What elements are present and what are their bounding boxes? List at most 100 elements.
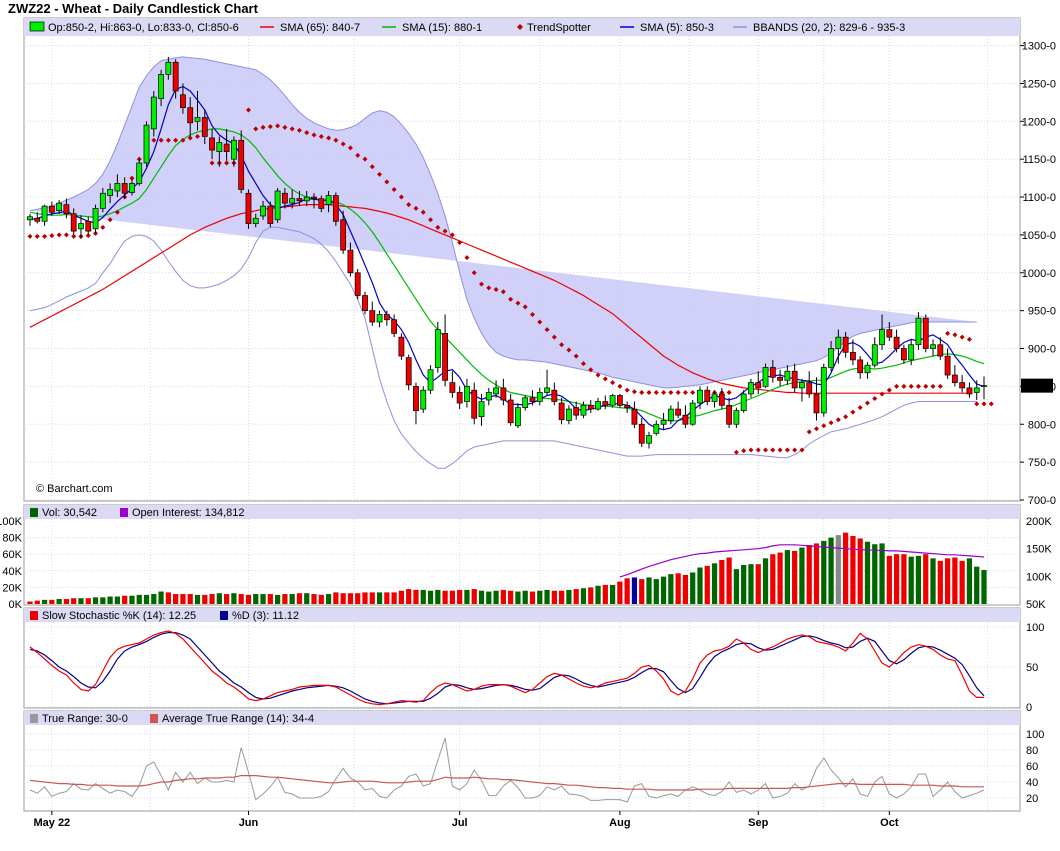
candle-up [493,387,499,395]
candle-down [951,374,958,383]
candle-up [143,124,150,164]
trendspotter-marker [493,286,499,292]
candle-up [799,382,805,389]
volume-bar [384,592,390,604]
volume-bar [828,537,834,604]
candle-up [150,96,157,130]
volume-bar [274,594,281,604]
volume-bar [835,535,841,604]
trendspotter-marker [129,175,135,181]
trendspotter-marker [340,141,346,147]
candle-up [515,407,521,427]
volume-bar [937,560,943,604]
trendspotter-marker [806,429,812,435]
trendspotter-marker [377,171,383,177]
volume-bar [318,594,324,604]
candle-down [806,382,813,395]
trendspotter-marker [253,126,259,132]
volume-bar [289,594,295,604]
candle-down [398,336,405,357]
volume-bar [165,592,171,604]
candle-up [260,205,266,217]
volume-pane-frame [23,504,1021,606]
true-range-pane-frame [23,710,1021,812]
trendspotter-marker [275,123,281,129]
volume-bar [733,569,740,604]
candle-up [689,402,696,425]
volume-bar [216,593,222,604]
volume-bar [435,589,441,604]
trendspotter-marker [988,401,994,407]
volume-bar [704,565,710,604]
candle-up [915,317,922,346]
candle-up [27,216,33,221]
trendspotter-marker [748,447,754,453]
trendspotter-marker [406,202,412,208]
price-tick-label: 1000-0 [1022,268,1056,280]
trendspotter-marker [420,209,426,215]
true-range-axis: 100 80 60 40 20 [1026,729,1044,805]
trendspotter-marker [384,179,390,185]
candle-up [740,393,747,411]
trendspotter-marker [449,232,455,238]
candle-up [99,192,106,209]
candle-up [136,162,143,184]
trendspotter-marker [777,447,783,453]
volume-bar [974,566,980,604]
volume-bar [930,558,936,604]
trendspotter-marker [559,342,565,348]
candle-up [566,408,572,421]
volume-bar [398,590,405,604]
volume-bar [631,577,638,604]
candle-up [595,401,601,410]
trendspotter-marker [821,423,827,429]
true-range-legend-bar [24,711,1020,725]
true-range-line [29,737,985,803]
trendspotter-marker [566,347,572,353]
trendspotter-marker [617,383,623,389]
candle-down [587,404,594,410]
candle-up [41,205,48,222]
trendspotter-marker [923,383,929,389]
volume-bar [697,567,703,604]
trendspotter-marker [442,228,448,234]
trendspotter-marker [966,336,972,342]
candle-down [281,192,288,204]
trendspotter-marker [595,372,601,378]
price-tick-label: 1200-0 [1022,116,1056,128]
trendspotter-marker [901,383,907,389]
volume-bar [391,592,397,604]
volume-bar [639,579,645,604]
legend-label: TrendSpotter [527,22,591,34]
volume-left-tick: 40K [2,566,22,578]
legend-candle-swatch [29,21,45,32]
volume-bar [464,589,470,604]
trendspotter-marker [522,304,528,310]
volume-bar [981,569,987,604]
trendspotter-marker [464,255,470,261]
volume-bar [777,552,783,604]
x-tick-label: Jun [239,817,259,829]
price-tick-label: 1150-0 [1023,154,1056,166]
trendspotter-marker [908,383,914,389]
trendspotter-marker [755,447,761,453]
volume-bar [442,590,448,604]
volume-bar [529,591,536,604]
trendspotter-marker [347,145,353,151]
stochastic-tick: 100 [1026,622,1044,634]
x-tick-label: May 22 [33,817,70,829]
volume-bar [872,544,878,604]
candle-down [893,336,900,349]
volume-bar [333,592,339,604]
trendspotter-marker [784,447,790,453]
volume-bar [253,594,259,604]
candle-down [34,217,41,222]
trendspotter-marker [894,383,900,389]
trendspotter-marker [486,285,492,291]
x-tick-label: Oct [880,817,899,829]
candle-up [114,183,121,192]
trendspotter-marker [289,126,295,132]
volume-bar [748,564,754,604]
stochastic-pane: Slow Stochastic %K (14): 12.25 %D (3): 11… [23,607,1044,714]
trendspotter-marker [500,289,506,295]
